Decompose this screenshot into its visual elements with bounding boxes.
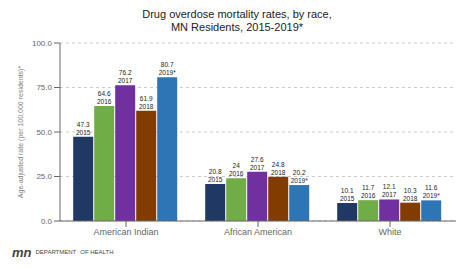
- svg-text:2017: 2017: [250, 164, 265, 171]
- svg-text:2019*: 2019*: [423, 192, 440, 199]
- svg-text:76.2: 76.2: [119, 69, 132, 76]
- svg-text:64.6: 64.6: [98, 90, 111, 97]
- svg-text:27.6: 27.6: [251, 156, 264, 163]
- svg-text:20.2: 20.2: [293, 169, 306, 176]
- html-text:MN Residents, 2015-2019*: MN Residents, 2015-2019*: [171, 21, 303, 33]
- svg-text:11.7: 11.7: [362, 184, 375, 191]
- svg-text:24.8: 24.8: [272, 161, 285, 168]
- svg-text:American Indian: American Indian: [93, 227, 158, 237]
- svg-text:2016: 2016: [229, 170, 244, 177]
- svg-text:2019*: 2019*: [291, 177, 308, 184]
- svg-text:2018: 2018: [139, 103, 154, 110]
- svg-text:100.0: 100.0: [32, 39, 53, 48]
- svg-text:50.0: 50.0: [36, 128, 52, 137]
- svg-text:24: 24: [233, 162, 241, 169]
- svg-text:2017: 2017: [382, 191, 397, 198]
- svg-text:75.0: 75.0: [36, 83, 52, 92]
- svg-text:White: White: [378, 227, 401, 237]
- html-text:Drug overdose mortality rates,: Drug overdose mortality rates, by race,: [142, 8, 332, 20]
- svg-text:0.0: 0.0: [41, 217, 53, 226]
- svg-text:12.1: 12.1: [383, 183, 396, 190]
- svg-text:2018: 2018: [403, 195, 418, 202]
- html-text:OF HEALTH: OF HEALTH: [80, 249, 114, 255]
- svg-text:Age-adjusted rate (per 100,000: Age-adjusted rate (per 100,000 residents…: [17, 66, 25, 199]
- html-text:mn: mn: [12, 244, 32, 260]
- svg-text:2018: 2018: [271, 169, 286, 176]
- html-text:DEPARTMENT: DEPARTMENT: [35, 249, 77, 255]
- svg-text:10.1: 10.1: [341, 187, 354, 194]
- svg-text:2015: 2015: [208, 176, 223, 183]
- svg-text:80.7: 80.7: [161, 61, 174, 68]
- svg-text:20.8: 20.8: [209, 168, 222, 175]
- svg-text:47.3: 47.3: [77, 121, 90, 128]
- svg-text:2016: 2016: [361, 192, 376, 199]
- svg-text:25.0: 25.0: [36, 172, 52, 181]
- svg-text:11.6: 11.6: [425, 184, 438, 191]
- svg-text:African American: African American: [224, 227, 292, 237]
- svg-text:2017: 2017: [118, 77, 133, 84]
- svg-text:2015: 2015: [76, 129, 91, 136]
- svg-text:10.3: 10.3: [404, 187, 417, 194]
- svg-text:2016: 2016: [97, 98, 112, 105]
- svg-text:61.9: 61.9: [140, 95, 153, 102]
- svg-text:2019*: 2019*: [159, 69, 176, 76]
- svg-text:2015: 2015: [340, 195, 355, 202]
